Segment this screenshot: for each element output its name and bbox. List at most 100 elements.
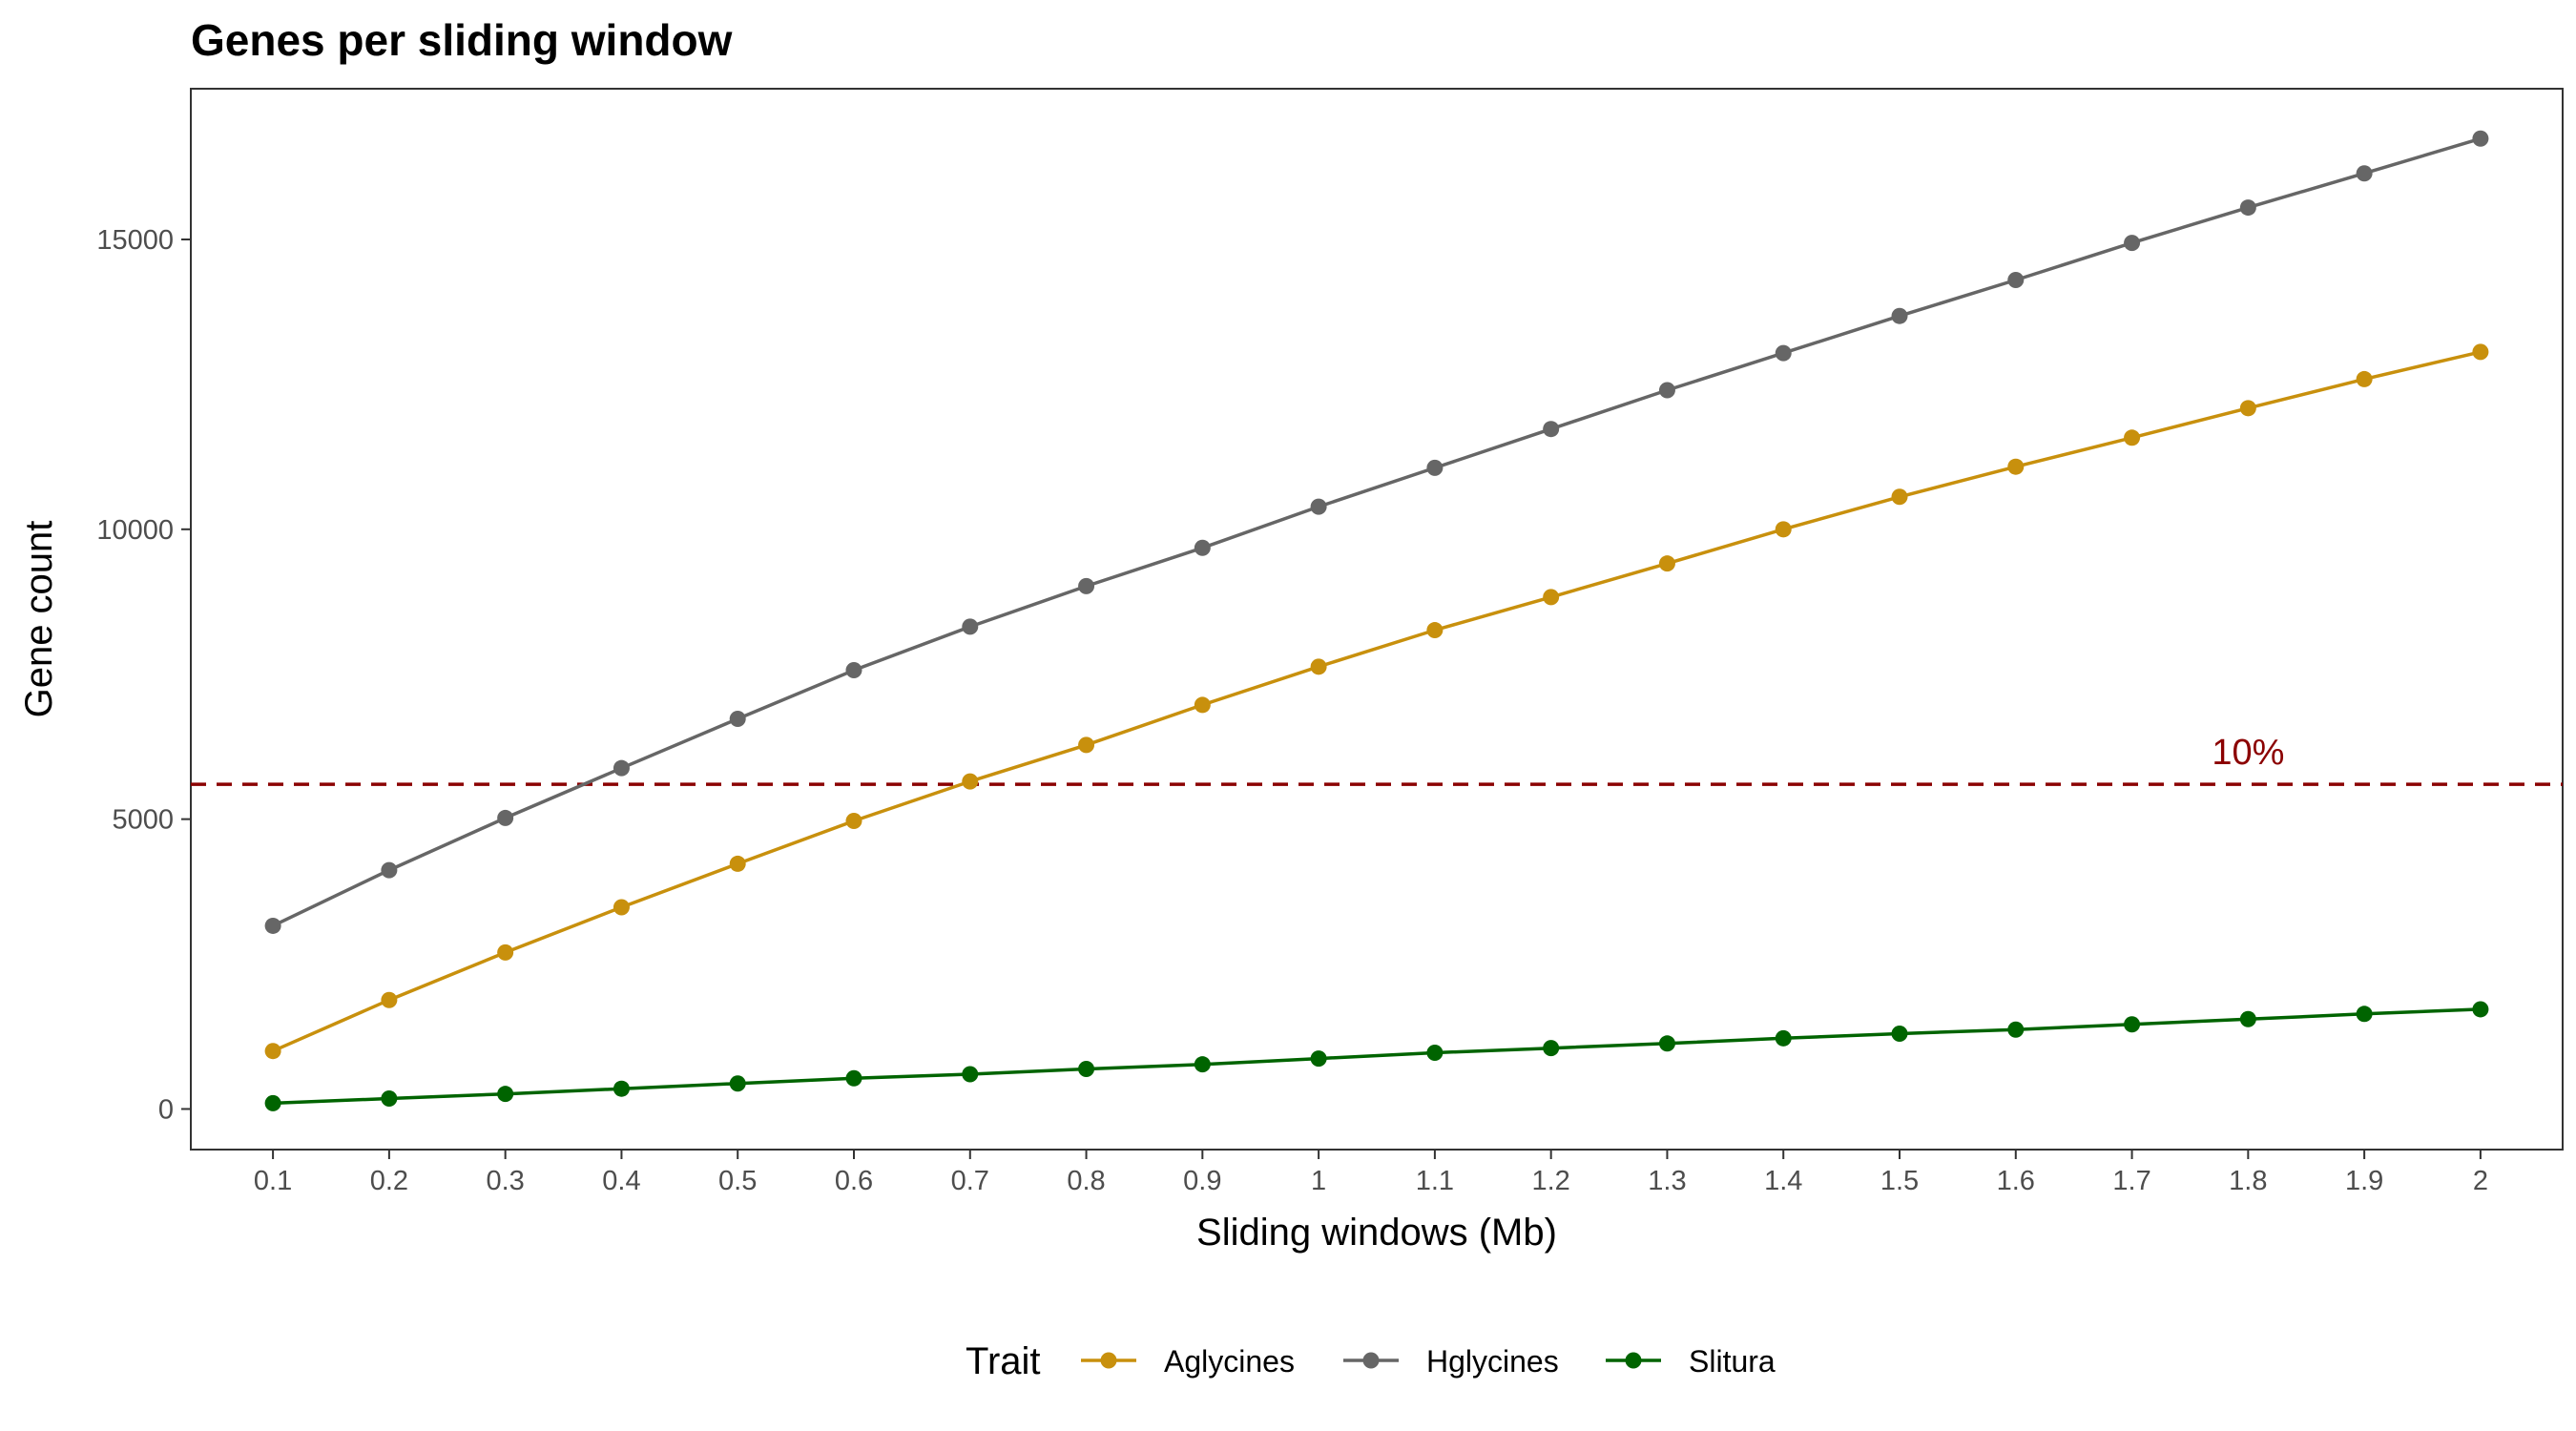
data-point xyxy=(613,1080,630,1097)
legend: Trait Aglycines Hglycines Slitura xyxy=(966,1340,1776,1382)
plot-panel xyxy=(190,88,2564,1151)
data-point xyxy=(2007,272,2025,289)
data-point xyxy=(729,711,746,728)
data-point xyxy=(2356,165,2373,182)
x-tick-label: 0.9 xyxy=(1183,1166,1221,1196)
data-point xyxy=(962,773,979,790)
data-point xyxy=(1194,1056,1211,1073)
y-axis: 0 5000 10000 15000 xyxy=(96,225,191,1125)
data-point xyxy=(264,1094,281,1111)
x-tick-label: 1.7 xyxy=(2112,1166,2150,1196)
data-point xyxy=(1426,459,1444,476)
data-point xyxy=(497,944,514,961)
x-tick-label: 1.6 xyxy=(1997,1166,2035,1196)
x-tick-label: 0.8 xyxy=(1067,1166,1105,1196)
data-point xyxy=(497,1086,514,1103)
data-point xyxy=(2472,1001,2489,1018)
data-point xyxy=(1891,488,1908,506)
data-point xyxy=(1775,521,1792,538)
x-tick-label: 0.3 xyxy=(486,1166,524,1196)
data-point xyxy=(1426,1045,1444,1062)
data-point xyxy=(1658,382,1675,399)
data-point xyxy=(1310,1050,1327,1068)
data-point xyxy=(1543,589,1560,606)
data-point xyxy=(1891,1025,1908,1042)
legend-key-point xyxy=(1100,1352,1117,1369)
data-point xyxy=(2124,235,2141,252)
data-point xyxy=(2472,130,2489,147)
series-line xyxy=(273,1007,2481,1106)
data-point xyxy=(381,861,398,879)
data-point xyxy=(2124,1016,2141,1033)
x-tick-label: 1.4 xyxy=(1764,1166,1802,1196)
x-tick-label: 1.3 xyxy=(1648,1166,1686,1196)
x-tick-label: 2 xyxy=(2473,1166,2488,1196)
data-point xyxy=(2239,400,2256,417)
data-point xyxy=(845,661,862,678)
legend-item-hglycines: Hglycines xyxy=(1343,1344,1559,1379)
x-tick-label: 0.7 xyxy=(951,1166,989,1196)
data-point xyxy=(2124,429,2141,446)
data-point xyxy=(2356,1006,2373,1023)
x-tick-label: 1.9 xyxy=(2345,1166,2383,1196)
data-point xyxy=(1310,658,1327,675)
legend-label: Slitura xyxy=(1689,1344,1776,1379)
data-point xyxy=(613,759,630,777)
data-point xyxy=(729,1075,746,1092)
legend-label: Hglycines xyxy=(1426,1344,1559,1379)
series-hglycines xyxy=(264,130,2489,934)
series-aglycines xyxy=(264,343,2489,1060)
data-point xyxy=(1775,1029,1792,1047)
x-tick-label: 0.6 xyxy=(835,1166,873,1196)
data-point xyxy=(1078,1061,1095,1078)
data-point xyxy=(381,991,398,1008)
x-tick-label: 0.5 xyxy=(718,1166,757,1196)
y-tick-label: 0 xyxy=(158,1094,174,1125)
data-point xyxy=(264,1043,281,1060)
x-tick-label: 1.5 xyxy=(1880,1166,1919,1196)
data-point xyxy=(1891,307,1908,324)
data-point xyxy=(845,1069,862,1087)
data-point xyxy=(381,1090,398,1108)
y-tick-label: 15000 xyxy=(96,225,174,256)
x-tick-label: 1.8 xyxy=(2229,1166,2267,1196)
data-point xyxy=(1543,1040,1560,1057)
series-line xyxy=(272,350,2482,1053)
data-point xyxy=(962,1066,979,1083)
legend-key-point xyxy=(1362,1352,1380,1369)
data-point xyxy=(1078,736,1095,754)
data-point xyxy=(2239,199,2256,217)
y-axis-title: Gene count xyxy=(18,521,60,718)
series-group xyxy=(264,130,2489,1111)
data-point xyxy=(1426,622,1444,639)
data-point xyxy=(1775,344,1792,362)
x-tick-label: 0.1 xyxy=(254,1166,292,1196)
data-point xyxy=(1658,555,1675,572)
data-point xyxy=(2472,343,2489,361)
series-line xyxy=(272,136,2482,927)
x-tick-label: 0.4 xyxy=(602,1166,640,1196)
x-tick-label: 1.1 xyxy=(1416,1166,1454,1196)
data-point xyxy=(845,812,862,829)
data-point xyxy=(1543,421,1560,438)
data-point xyxy=(2239,1010,2256,1027)
data-point xyxy=(2356,370,2373,387)
legend-item-slitura: Slitura xyxy=(1606,1344,1776,1379)
data-point xyxy=(613,899,630,916)
data-point xyxy=(729,855,746,872)
x-tick-label: 1.2 xyxy=(1532,1166,1570,1196)
data-point xyxy=(1658,1035,1675,1052)
x-tick-label: 0.2 xyxy=(370,1166,408,1196)
y-tick-label: 10000 xyxy=(96,515,174,546)
data-point xyxy=(1194,696,1211,714)
data-point xyxy=(2007,458,2025,475)
reference-line-label: 10% xyxy=(2212,733,2284,773)
data-point xyxy=(2007,1021,2025,1038)
data-point xyxy=(1078,577,1095,594)
chart-title: Genes per sliding window xyxy=(191,15,733,65)
data-point xyxy=(497,809,514,826)
x-axis: 0.1 0.2 0.3 0.4 0.5 0.6 0.7 0.8 0.9 1 1.1 1.2 1.3 1.4… xyxy=(254,1150,2488,1196)
legend-key-point xyxy=(1625,1352,1642,1369)
